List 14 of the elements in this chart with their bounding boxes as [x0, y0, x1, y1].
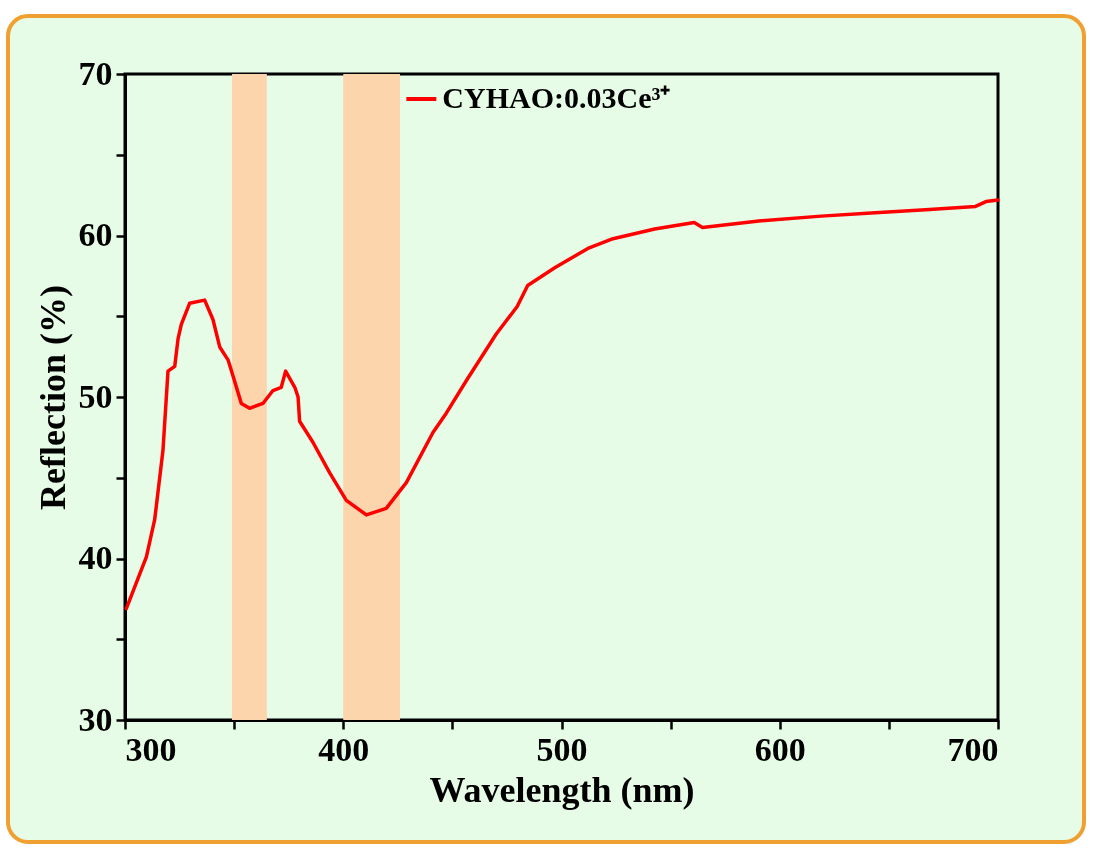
x-tick-label: 400 [318, 730, 370, 768]
y-tick-label: 70 [78, 54, 113, 92]
x-axis-title: Wavelength (nm) [429, 769, 695, 810]
y-tick-label: 50 [78, 377, 113, 415]
y-tick-label: 40 [78, 539, 113, 576]
x-tick-label: 300 [125, 730, 177, 768]
line-series [124, 198, 1000, 611]
legend-label: CYHAO:0.03Ce³⁺ [442, 81, 671, 114]
y-tick-label: 60 [78, 216, 113, 253]
y-axis-title: Reflection (%) [32, 285, 73, 510]
x-tick-label: 700 [947, 730, 999, 768]
x-tick-label: 600 [754, 730, 806, 768]
x-tick-label: 500 [536, 730, 588, 768]
y-tick-label: 30 [78, 700, 113, 738]
